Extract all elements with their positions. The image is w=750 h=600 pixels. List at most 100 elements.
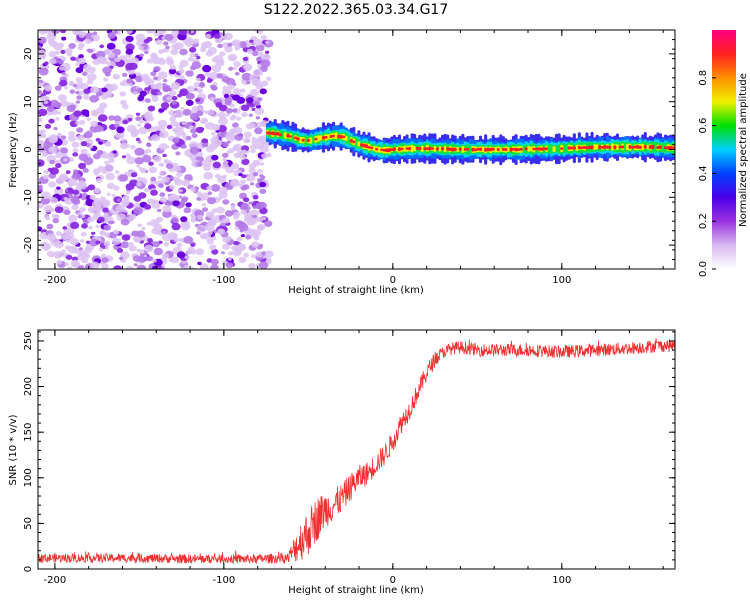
signal-ridge-segment: [633, 145, 637, 149]
noise-blob: [239, 88, 246, 93]
noise-blob: [121, 155, 127, 159]
noise-blob: [95, 50, 106, 59]
noise-blob: [246, 97, 254, 104]
signal-ridge-segment: [443, 145, 447, 153]
snr-y-tick-label: 200: [23, 377, 34, 396]
noise-blob: [79, 120, 86, 125]
noise-blob: [80, 231, 87, 237]
noise-blob: [222, 217, 230, 224]
noise-blob: [113, 265, 122, 269]
noise-blob: [183, 264, 189, 269]
noise-blob: [60, 100, 69, 107]
noise-blob: [54, 241, 64, 249]
noise-blob: [218, 229, 223, 233]
noise-blob: [137, 123, 142, 127]
noise-blob: [133, 263, 138, 267]
noise-blob: [76, 95, 83, 100]
signal-ridge-segment: [484, 147, 488, 152]
signal-ridge-segment: [288, 135, 292, 138]
signal-ridge-segment: [413, 146, 417, 152]
noise-blob: [152, 241, 160, 248]
noise-blob: [147, 105, 156, 112]
signal-ridge-segment: [321, 135, 325, 140]
noise-blob: [259, 88, 267, 95]
signal-ridge-segment: [311, 136, 315, 144]
noise-blob: [222, 243, 231, 250]
noise-blob: [233, 143, 243, 152]
signal-ridge-segment: [529, 146, 533, 152]
noise-blob: [115, 205, 126, 213]
signal-ridge-segment: [291, 133, 295, 141]
noise-blob: [153, 125, 161, 132]
noise-blob: [180, 216, 188, 223]
noise-blob: [138, 94, 145, 100]
noise-blob: [206, 211, 215, 219]
noise-blob: [207, 109, 215, 116]
noise-blob: [54, 85, 62, 91]
noise-blob: [38, 159, 45, 167]
noise-blob: [72, 247, 81, 254]
noise-blob: [195, 126, 204, 134]
noise-blob: [196, 56, 201, 60]
noise-blob: [122, 195, 130, 201]
signal-ridge-segment: [448, 147, 452, 152]
noise-blob: [83, 94, 90, 100]
noise-blob: [70, 196, 80, 203]
signal-ridge-segment: [314, 137, 318, 141]
noise-blob: [106, 182, 115, 190]
noise-blob: [248, 167, 256, 174]
noise-blob: [211, 208, 218, 214]
noise-blob: [173, 195, 181, 201]
signal-ridge-segment: [638, 145, 642, 149]
noise-blob: [241, 174, 247, 179]
noise-blob: [161, 264, 166, 268]
noise-blob: [249, 88, 259, 97]
signal-ridge-segment: [476, 147, 480, 151]
noise-blob: [48, 58, 57, 65]
noise-blob: [208, 220, 217, 227]
noise-blob: [181, 179, 191, 187]
noise-blob: [68, 157, 74, 163]
signal-ridge-segment: [514, 147, 518, 152]
signal-ridge-segment: [560, 147, 564, 150]
signal-ridge-segment: [425, 147, 429, 151]
noise-blob: [146, 36, 153, 42]
signal-ridge-segment: [522, 145, 526, 153]
noise-blob: [116, 198, 121, 202]
noise-blob: [201, 138, 209, 144]
noise-blob: [130, 145, 136, 150]
noise-blob: [157, 71, 168, 79]
noise-blob: [259, 188, 267, 194]
noise-blob: [181, 121, 187, 126]
noise-blob: [102, 207, 109, 213]
noise-blob: [246, 80, 251, 85]
noise-blob: [153, 66, 161, 72]
noise-blob: [95, 240, 101, 245]
noise-blob: [211, 132, 216, 136]
noise-blob: [72, 189, 80, 195]
noise-blob: [224, 100, 232, 106]
noise-blob: [148, 166, 158, 174]
colorbar-tick-label: 0.4: [698, 165, 709, 181]
noise-blob: [87, 73, 97, 81]
noise-blob: [243, 197, 250, 203]
noise-blob: [75, 62, 81, 66]
noise-blob: [222, 236, 231, 243]
noise-blob: [146, 221, 152, 226]
spectrogram-y-tick-label: 10: [23, 95, 34, 108]
noise-blob: [146, 256, 153, 262]
noise-blob: [157, 49, 164, 54]
signal-ridge-segment: [504, 147, 508, 152]
noise-blob: [222, 157, 227, 162]
noise-blob: [251, 241, 260, 248]
signal-ridge-segment: [600, 146, 604, 149]
noise-blob: [55, 117, 60, 121]
noise-blob: [146, 58, 154, 64]
noise-blob: [162, 210, 172, 218]
noise-blob: [183, 207, 192, 214]
noise-blob: [259, 181, 267, 188]
signal-ridge-segment: [537, 147, 541, 151]
signal-ridge-segment: [565, 143, 569, 153]
noise-blob: [186, 85, 195, 93]
